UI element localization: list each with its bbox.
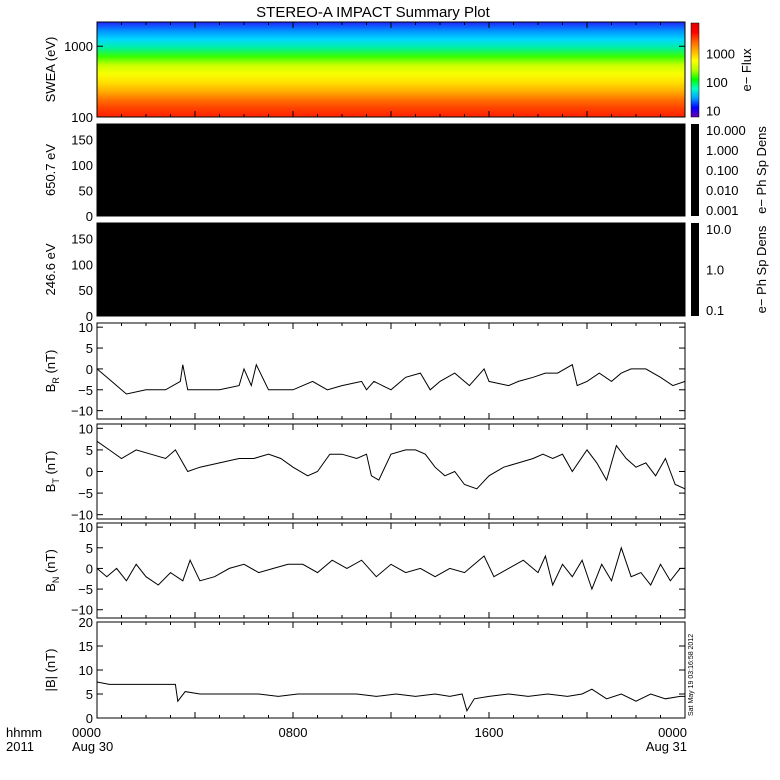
- y-tick-label: −10: [71, 404, 93, 419]
- y-tick-label: 0: [86, 465, 93, 480]
- y-tick-label: 10: [79, 421, 93, 436]
- y-tick-label: 1000: [64, 39, 93, 54]
- panel-3: 0 50 100 150 246.6 eV: [43, 222, 686, 324]
- series-line: [96, 363, 686, 395]
- y-tick-label: 10: [79, 320, 93, 335]
- y-tick-label: 100: [71, 158, 93, 173]
- swea-spectrogram: [97, 22, 685, 117]
- y-tick-label: 0: [86, 209, 93, 224]
- colorbar-tick-label: 1.0: [706, 263, 724, 278]
- colorbar-1: 10 100 1000 e− Flux: [690, 22, 754, 119]
- y-tick-label: 20: [79, 615, 93, 630]
- colorbar-tick-label: 1000: [706, 47, 735, 62]
- y-tick-label: 50: [79, 283, 93, 298]
- panel-frame: [96, 423, 686, 520]
- panel-1: 100 1000 SWEA (eV): [43, 21, 686, 125]
- pitch-angle-spectrogram: [97, 124, 685, 216]
- y-tick-label: 50: [79, 183, 93, 198]
- colorbar-3: 0.1 1.0 10.0 e− Ph Sp Dens: [691, 222, 769, 318]
- y-tick-label: −5: [78, 383, 93, 398]
- y-tick-label: 0: [86, 561, 93, 576]
- y-axis-label-unit: (nT): [43, 451, 58, 478]
- colorbar-label: e− Flux: [739, 48, 754, 91]
- pitch-angle-spectrogram: [97, 223, 685, 316]
- y-tick-label: 5: [86, 687, 93, 702]
- y-tick-label: 10: [79, 663, 93, 678]
- y-axis-label: 650.7 eV: [43, 144, 58, 196]
- y-tick-label: 5: [86, 541, 93, 556]
- time-tick-date: Aug 30: [72, 739, 113, 754]
- colorbar-tick-label: 0.001: [706, 203, 739, 218]
- colorbars: 10 100 1000 e− Flux 0.001 0.010 0.100 1.000 10.0…: [690, 22, 769, 318]
- y-tick-label: −10: [71, 603, 93, 618]
- time-axis-corner-year: 2011: [6, 739, 34, 754]
- panel-frame: [96, 621, 686, 719]
- colorbar-2: 0.001 0.010 0.100 1.000 10.000 e− Ph Sp Dens: [691, 123, 769, 218]
- colorbar-tick-label: 0.1: [706, 303, 724, 318]
- y-tick-label: 150: [71, 232, 93, 247]
- y-axis-label: 246.6 eV: [43, 243, 58, 295]
- y-axis-label: SWEA (eV): [43, 37, 58, 103]
- y-axis-label: BT (nT): [43, 451, 61, 493]
- panel-frame: [96, 322, 686, 420]
- y-tick-label: −5: [78, 486, 93, 501]
- colorbar-fill: [691, 223, 699, 316]
- panel-7: 0 5 10 15 20 |B| (nT): [43, 615, 686, 726]
- timestamp-stamp: Sat May 19 03:16:58 2012: [688, 634, 695, 716]
- series-line: [96, 681, 685, 713]
- colorbar-tick-label: 100: [706, 75, 728, 90]
- y-axis-label-sub: T: [51, 478, 61, 484]
- plot-title: STEREO-A IMPACT Summary Plot: [256, 4, 490, 21]
- y-tick-label: 0: [86, 309, 93, 324]
- y-tick-label: 100: [71, 110, 93, 125]
- series-line: [96, 440, 686, 490]
- y-axis-label-sub: N: [51, 577, 61, 584]
- colorbar-tick-label: 10.000: [706, 123, 746, 138]
- colorbar-tick-label: 10: [706, 104, 720, 119]
- y-tick-label: −5: [78, 582, 93, 597]
- colorbar-label: e− Ph Sp Dens: [754, 126, 769, 214]
- time-tick-date: Aug 31: [646, 739, 687, 754]
- colorbar-gradient: [690, 22, 700, 118]
- series-line: [96, 546, 685, 591]
- panel-4: −10 −5 0 5 10 BR (nT): [43, 320, 686, 420]
- y-axis-label: BN (nT): [43, 549, 61, 592]
- y-axis-label: BR (nT): [43, 350, 61, 393]
- time-tick-label: 0000: [658, 725, 687, 740]
- y-tick-label: 0: [86, 711, 93, 726]
- time-tick-label: 1600: [475, 725, 504, 740]
- y-tick-label: 100: [71, 257, 93, 272]
- y-tick-label: 5: [86, 443, 93, 458]
- panel-2: 0 50 100 150 650.7 eV: [43, 123, 686, 224]
- colorbar-fill: [691, 124, 699, 216]
- y-axis-label-sub: R: [51, 377, 61, 384]
- y-tick-label: 150: [71, 132, 93, 147]
- y-axis-label: |B| (nT): [43, 649, 58, 692]
- time-tick-label: 0800: [279, 725, 308, 740]
- y-axis-label-unit: (nT): [43, 350, 58, 377]
- panel-6: −10 −5 0 5 10 BN (nT): [43, 520, 686, 619]
- y-tick-label: 10: [79, 520, 93, 535]
- time-tick-label: 0000: [72, 725, 101, 740]
- colorbar-tick-label: 0.100: [706, 163, 739, 178]
- colorbar-tick-label: 0.010: [706, 183, 739, 198]
- y-tick-label: −10: [71, 508, 93, 523]
- colorbar-tick-label: 10.0: [706, 222, 731, 237]
- colorbar-label: e− Ph Sp Dens: [754, 225, 769, 313]
- time-axis-corner-hhmm: hhmm: [6, 725, 42, 740]
- y-tick-label: 0: [86, 362, 93, 377]
- y-axis-label-unit: (nT): [43, 549, 58, 576]
- y-tick-label: 5: [86, 341, 93, 356]
- panel-5: −10 −5 0 5 10 BT (nT): [43, 421, 686, 523]
- y-tick-label: 15: [79, 639, 93, 654]
- panel-frame: [96, 522, 686, 619]
- colorbar-tick-label: 1.000: [706, 143, 739, 158]
